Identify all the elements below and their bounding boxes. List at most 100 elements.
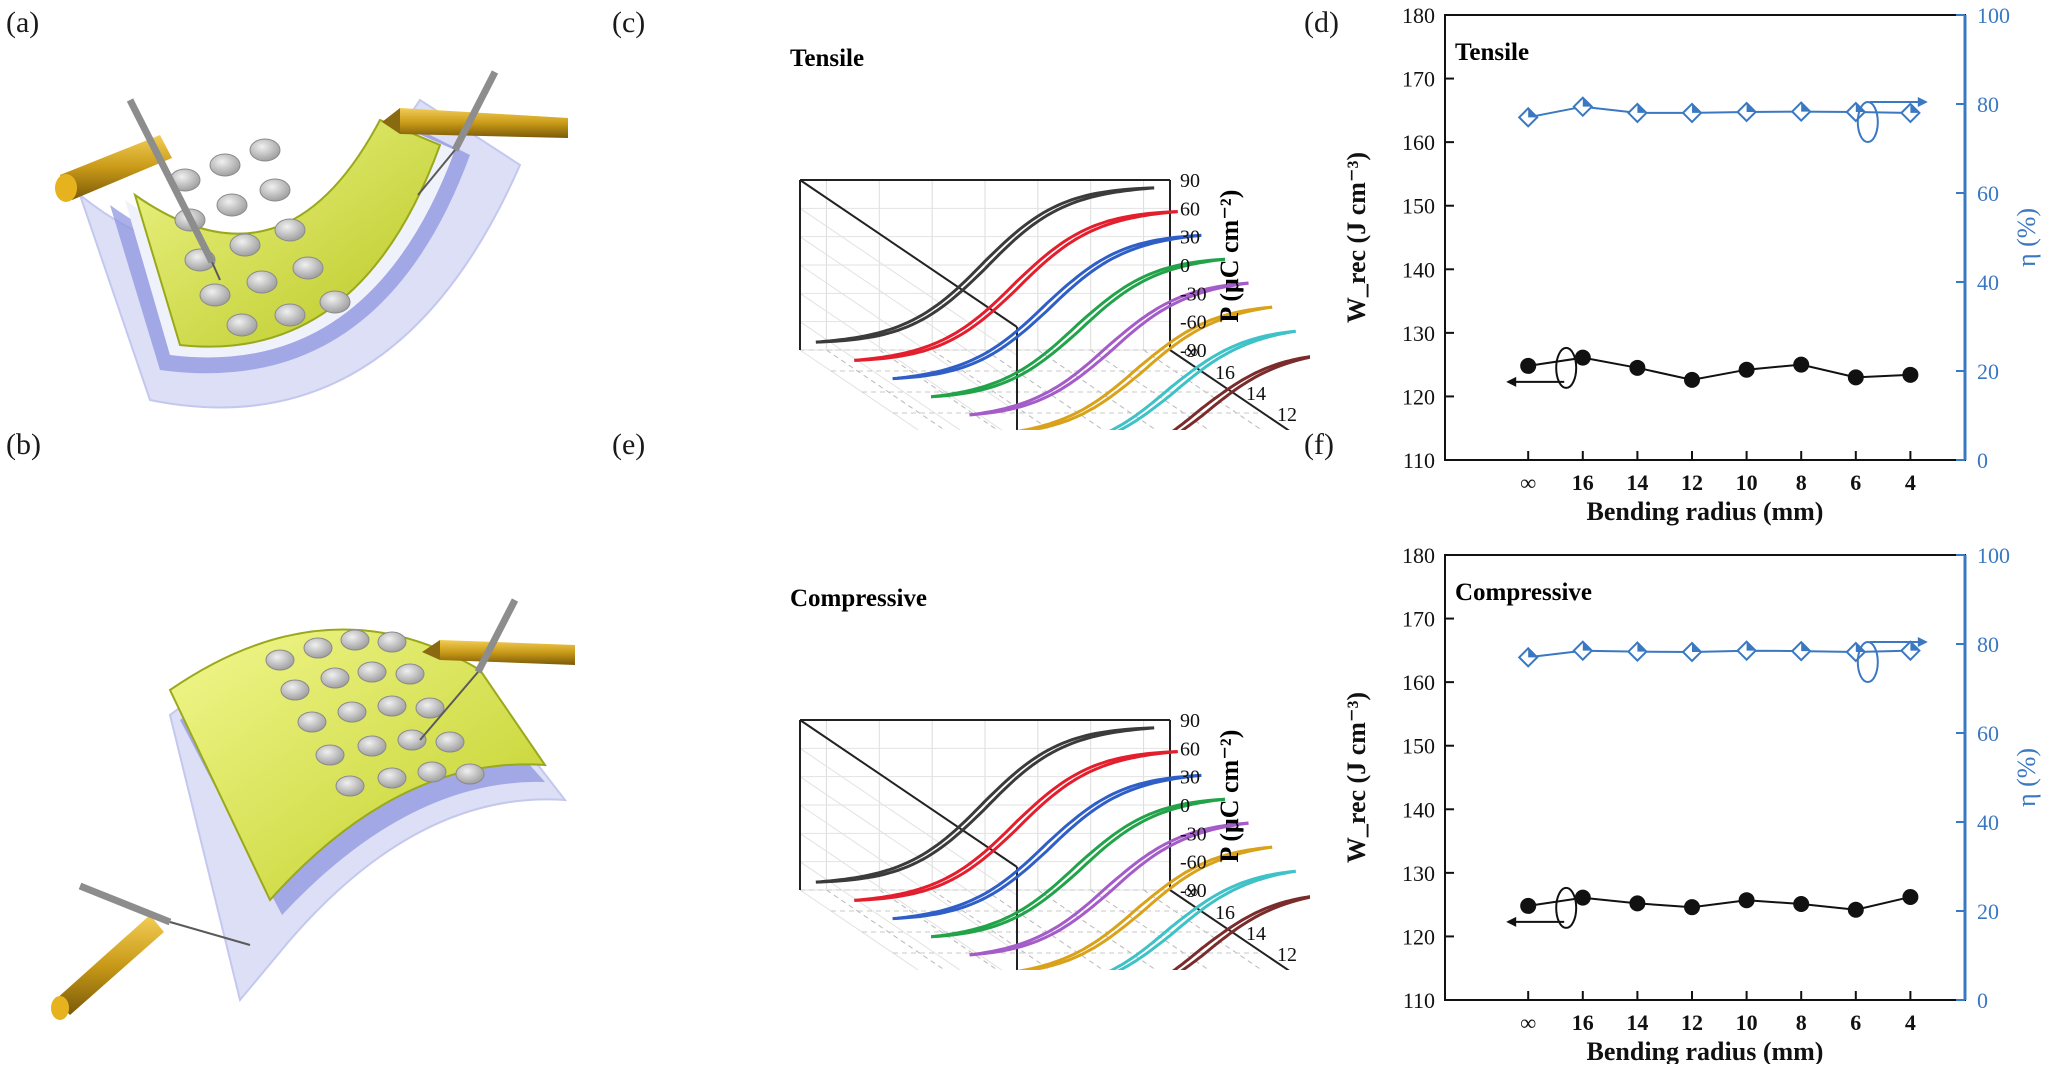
z-tick-label: 60	[1180, 198, 1200, 220]
depth-tick-label: 14	[1246, 383, 1266, 405]
right-tick-label: 80	[1977, 92, 1999, 117]
left-axis-label: W_rec (J cm⁻³)	[1342, 692, 1371, 863]
eta-point-fill	[1637, 642, 1647, 652]
x-tick-label: 8	[1796, 470, 1807, 495]
z-tick-label: 0	[1180, 795, 1190, 817]
depth-tick-label: 16	[1215, 362, 1235, 384]
axis-line	[799, 179, 1018, 328]
axis-labels: Bending radius (mm) W_rec (J cm⁻³) η (%)	[1342, 152, 2041, 526]
pe-loop-8	[1172, 895, 1310, 970]
wrec-point	[1574, 349, 1591, 366]
grid-line	[799, 292, 1003, 430]
right-tick-label: 20	[1977, 359, 1999, 384]
x-tick-label: 16	[1572, 470, 1594, 495]
x-axis-label: Bending radius (mm)	[1587, 497, 1824, 526]
right-axis-indicator	[1856, 641, 1879, 684]
left-axis-arrowhead	[1506, 376, 1517, 387]
pe-loop-7	[1109, 869, 1296, 970]
x-tick-label: ∞	[1520, 470, 1536, 495]
depth-tick-label: ∞	[1184, 341, 1198, 363]
wrec-point	[1520, 357, 1537, 374]
wrec-eta-chart-tensile: 110 120 130 140 150 160 170 180 0 20 40 60 80 100 ∞ 16 1…	[1342, 3, 2041, 526]
right-tick-label: 60	[1977, 181, 1999, 206]
left-tick-label: 120	[1402, 924, 1435, 949]
tick-labels: 110 120 130 140 150 160 170 180 0 20 40 60 80 100 ∞ 16 1…	[1402, 3, 2010, 495]
x-tick-label: 12	[1681, 1010, 1703, 1035]
eta-point-fill	[1528, 108, 1538, 118]
wrec-point	[1684, 371, 1700, 388]
right-tick-label: 20	[1977, 899, 1999, 924]
x-tick-label: 4	[1905, 1010, 1916, 1035]
x-tick-label: 10	[1736, 470, 1758, 495]
pe-loop-3	[892, 233, 1202, 381]
left-tick-label: 150	[1402, 734, 1435, 759]
wrec-line	[1528, 896, 1911, 911]
left-axis-indicator	[1555, 886, 1578, 929]
x-tick-label: 14	[1626, 470, 1648, 495]
eta-point-fill	[1637, 103, 1647, 113]
panel-letter-f: (f)	[1304, 428, 1334, 461]
pe-loop-7-branch	[1117, 329, 1296, 430]
depth-axis-label: Bending radius(mm)	[1296, 318, 1310, 430]
pe-loop-4-branch	[930, 797, 1226, 939]
grid-line	[799, 321, 961, 430]
wrec-point	[1793, 356, 1810, 373]
right-axis-label: η (%)	[2012, 208, 2041, 267]
grid-line	[799, 889, 919, 970]
z-tick-label: -60	[1180, 852, 1207, 874]
wrec-line	[1528, 356, 1911, 381]
plot-frame	[1444, 14, 1966, 461]
left-tick-label: 110	[1403, 988, 1435, 1013]
pe-loop-6	[1016, 305, 1273, 430]
left-tick-label: 150	[1402, 194, 1435, 219]
eta-point-fill	[1582, 641, 1592, 651]
left-tick-label: 120	[1402, 384, 1435, 409]
eta-point-fill	[1801, 642, 1811, 652]
left-tick-label: 140	[1402, 797, 1435, 822]
grid-line	[799, 349, 919, 430]
pe-loops	[815, 726, 1310, 970]
panel-letter-d: (d)	[1304, 6, 1339, 39]
eta-point-fill	[1746, 103, 1756, 113]
eta-point-fill	[1528, 648, 1538, 658]
eta-point-fill	[1910, 103, 1920, 113]
right-tick-label: 100	[1977, 543, 2010, 568]
grid-line	[799, 207, 1018, 356]
pe-loop-4	[930, 257, 1226, 399]
x-tick-label: ∞	[1520, 1010, 1536, 1035]
depth-axis-label: Bending radius(mm)	[1296, 858, 1310, 970]
chart-annotation-compressive: Compressive	[790, 585, 927, 612]
pe-loop-6-branch	[1021, 305, 1273, 430]
x-tick-label: 10	[1736, 1010, 1758, 1035]
axis-labels: Bending radius (mm) W_rec (J cm⁻³) η (%)	[1342, 692, 2041, 1064]
data-series	[1506, 96, 1928, 389]
right-tick-label: 100	[1977, 3, 2010, 28]
z-axis-label: P (μC cm⁻²)	[1215, 190, 1244, 323]
pe-loop-1	[815, 726, 1155, 884]
tick-labels: -3000-2000-100001000200030009060300-30-6…	[1180, 710, 1310, 970]
right-tick-label: 40	[1977, 810, 1999, 835]
z-tick-label: 0	[1180, 255, 1190, 277]
tick-labels: -3000-2000-100001000200030009060300-30-6…	[1180, 170, 1310, 430]
plot-frame	[1444, 554, 1966, 1001]
plot-axes	[1444, 14, 1967, 461]
axis-line	[1169, 349, 1290, 430]
eta-point-fill	[1855, 643, 1865, 653]
pe-loop-4-branch	[930, 257, 1226, 399]
depth-tick-label: 14	[1246, 923, 1266, 945]
pe-loop-1-branch	[815, 186, 1155, 344]
chart-annotation-compressive: Compressive	[1455, 579, 1592, 606]
right-axis-label: η (%)	[2012, 748, 2041, 807]
z-tick-label: -90	[1180, 880, 1207, 902]
right-axis-arrowhead	[1917, 637, 1928, 648]
pe-loop-3-branch	[892, 233, 1202, 381]
right-tick-label: 60	[1977, 721, 1999, 746]
x-tick-label: 4	[1905, 470, 1916, 495]
right-tick-label: 0	[1977, 988, 1988, 1013]
z-axis-label: P (μC cm⁻²)	[1215, 730, 1244, 863]
axis-line	[1169, 889, 1290, 970]
pe-loops-3d-chart-compressive: Compressive -3000-2000-10000100020003000…	[790, 585, 1310, 970]
x-tick-label: 6	[1850, 470, 1861, 495]
eta-point-fill	[1910, 641, 1920, 651]
panel-letter-a: (a)	[6, 6, 40, 39]
